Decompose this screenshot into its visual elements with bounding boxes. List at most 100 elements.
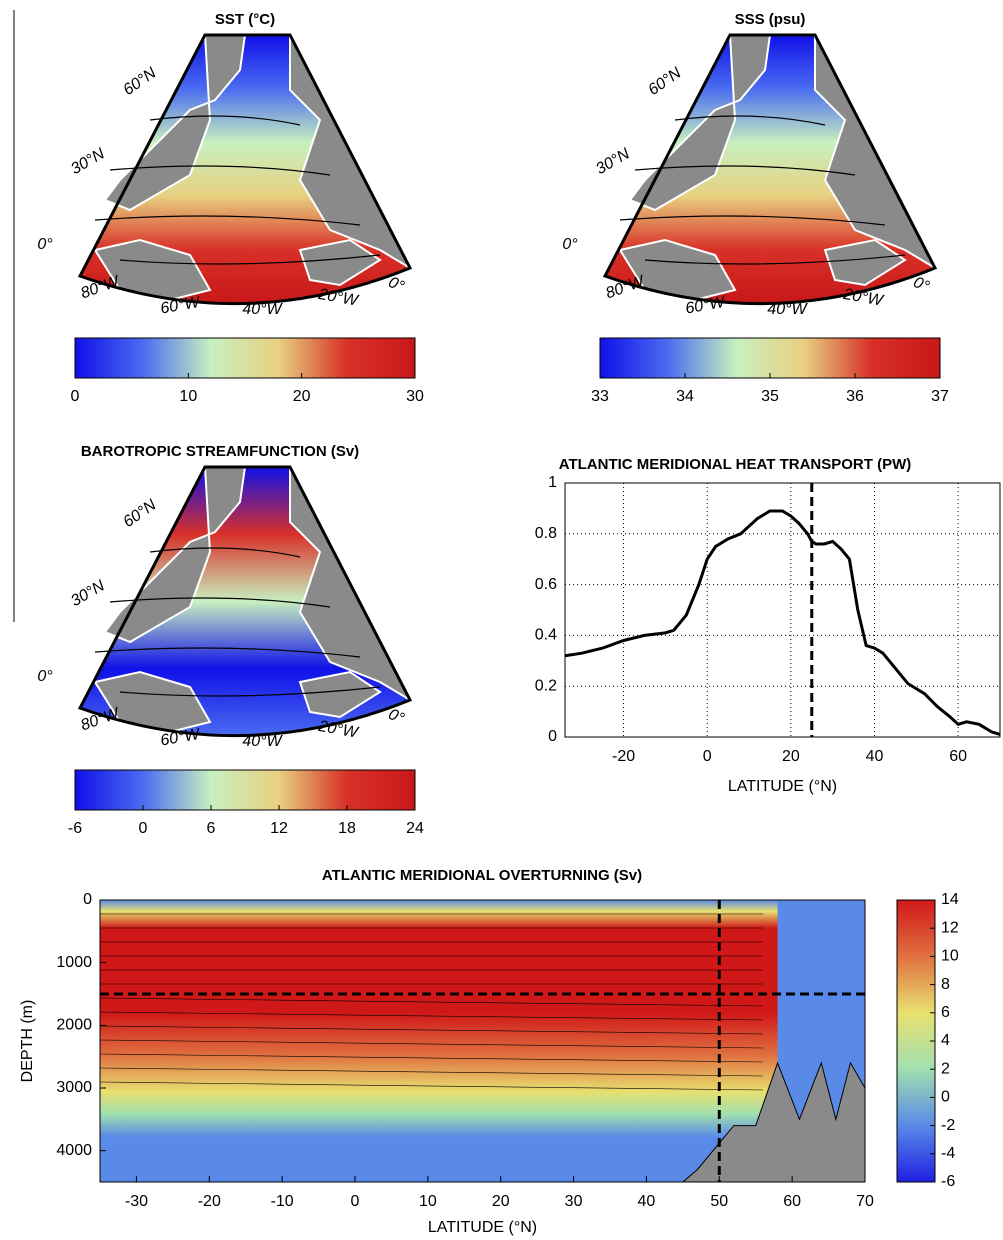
colorbar-tick-label: -4 bbox=[941, 1145, 955, 1162]
chart-title: ATLANTIC MERIDIONAL OVERTURNING (Sv) bbox=[322, 867, 642, 884]
y-tick-label: 0 bbox=[83, 891, 92, 908]
colorbar-tick-label: 36 bbox=[846, 388, 864, 405]
contour-line bbox=[149, 115, 301, 126]
x-tick-label: 20 bbox=[492, 1193, 510, 1210]
map-label: 40°W bbox=[767, 301, 808, 318]
map-label: 0° bbox=[37, 236, 53, 253]
colorbar-tick-label: 18 bbox=[338, 820, 356, 837]
colorbar-tick-label: 6 bbox=[941, 1004, 950, 1021]
contour-line bbox=[644, 254, 906, 265]
colorbar-tick-label: 34 bbox=[676, 388, 694, 405]
x-tick-label: 0 bbox=[703, 748, 712, 765]
contour-line bbox=[99, 1053, 764, 1063]
colorbar bbox=[74, 337, 416, 379]
map: 60°N30°N0°80°W60°W 40°W20°W0° bbox=[37, 465, 413, 750]
x-tick-label: 60 bbox=[783, 1193, 801, 1210]
contour-line bbox=[99, 1081, 764, 1091]
contour-line bbox=[99, 1025, 764, 1035]
x-tick-label: -10 bbox=[271, 1193, 294, 1210]
colorbar-tick-label: 0 bbox=[71, 388, 80, 405]
land bbox=[298, 670, 382, 719]
land bbox=[298, 238, 382, 287]
plot-frame bbox=[564, 482, 1001, 738]
x-axis-label: LATITUDE (°N) bbox=[728, 778, 837, 795]
map-label: 0° bbox=[562, 236, 578, 253]
map-label: 0° bbox=[386, 274, 408, 296]
x-tick-label: -20 bbox=[198, 1193, 221, 1210]
map-label: 0° bbox=[37, 668, 53, 685]
map-label: 20°W bbox=[841, 286, 886, 310]
map-title: BAROTROPIC STREAMFUNCTION (Sv) bbox=[81, 443, 359, 460]
contour-line bbox=[99, 1067, 764, 1077]
line-series bbox=[564, 509, 1001, 736]
colorbar-tick-label: 8 bbox=[941, 976, 950, 993]
x-tick-label: 70 bbox=[856, 1193, 874, 1210]
x-tick-label: -20 bbox=[612, 748, 635, 765]
plot-frame bbox=[99, 899, 866, 1183]
y-tick-label: 0.2 bbox=[535, 677, 557, 694]
colorbar-tick-label: 12 bbox=[270, 820, 288, 837]
colorbar-tick-label: -2 bbox=[941, 1117, 955, 1134]
map-label: 60°W bbox=[159, 726, 203, 750]
x-tick-label: 40 bbox=[638, 1193, 656, 1210]
x-tick-label: 40 bbox=[866, 748, 884, 765]
colorbar-tick-label: 14 bbox=[941, 891, 959, 908]
colorbar-tick-label: 0 bbox=[941, 1089, 950, 1106]
map-label: 60°W bbox=[159, 294, 203, 318]
map-title: SST (°C) bbox=[215, 11, 275, 28]
map-label: 30°N bbox=[593, 145, 633, 178]
colorbar-tick-label: 0 bbox=[139, 820, 148, 837]
colorbar-tick-label: 24 bbox=[406, 820, 424, 837]
map: 60°N30°N0°80°W60°W 40°W20°W0° bbox=[562, 33, 938, 318]
contour-line bbox=[109, 165, 331, 176]
x-axis-label: LATITUDE (°N) bbox=[428, 1219, 537, 1236]
x-tick-label: 30 bbox=[565, 1193, 583, 1210]
map: 60°N30°N0°80°W60°W 40°W20°W0° bbox=[37, 33, 413, 318]
colorbar-tick-label: -6 bbox=[941, 1173, 955, 1190]
contour-line bbox=[674, 115, 826, 126]
x-tick-label: 20 bbox=[782, 748, 800, 765]
map-label: 40°W bbox=[242, 733, 283, 750]
y-tick-label: 0.8 bbox=[535, 525, 557, 542]
map-label: 60°N bbox=[645, 64, 684, 99]
map-label: 0° bbox=[911, 274, 933, 296]
map-label: 0° bbox=[386, 706, 408, 728]
colorbar-tick-label: 20 bbox=[293, 388, 311, 405]
colorbar-tick-label: 33 bbox=[591, 388, 609, 405]
contour-line bbox=[99, 997, 764, 1007]
contour-line bbox=[99, 1011, 764, 1021]
contour-line bbox=[94, 647, 361, 658]
y-tick-label: 1000 bbox=[56, 954, 92, 971]
contour-line bbox=[149, 547, 301, 558]
y-tick-label: 0.6 bbox=[535, 576, 557, 593]
map-field bbox=[80, 35, 410, 304]
map-title: SSS (psu) bbox=[735, 11, 806, 28]
colorbar-tick-label: 10 bbox=[179, 388, 197, 405]
colorbar bbox=[599, 337, 941, 379]
colorbar-tick-label: 12 bbox=[941, 919, 959, 936]
contour-line bbox=[94, 215, 361, 226]
map-label: 20°W bbox=[316, 718, 361, 742]
x-tick-label: 10 bbox=[419, 1193, 437, 1210]
y-tick-label: 1 bbox=[548, 474, 557, 491]
map-border bbox=[602, 33, 938, 306]
map-border bbox=[77, 33, 413, 306]
colorbar-tick-label: 6 bbox=[207, 820, 216, 837]
map-label: 30°N bbox=[68, 145, 108, 178]
x-tick-label: 50 bbox=[710, 1193, 728, 1210]
y-tick-label: 3000 bbox=[56, 1079, 92, 1096]
contour-line bbox=[109, 597, 331, 608]
map-label: 60°N bbox=[120, 496, 159, 531]
colorbar bbox=[896, 899, 936, 1183]
colorbar-tick-label: -6 bbox=[68, 820, 82, 837]
colorbar-tick-label: 37 bbox=[931, 388, 949, 405]
y-tick-label: 0.4 bbox=[535, 627, 557, 644]
map-border bbox=[77, 465, 413, 738]
y-tick-label: 4000 bbox=[56, 1142, 92, 1159]
x-tick-label: 0 bbox=[351, 1193, 360, 1210]
map-label: 40°W bbox=[242, 301, 283, 318]
contour-line bbox=[119, 686, 381, 697]
y-tick-label: 0 bbox=[548, 728, 557, 745]
land bbox=[823, 238, 907, 287]
contour-line bbox=[119, 254, 381, 265]
